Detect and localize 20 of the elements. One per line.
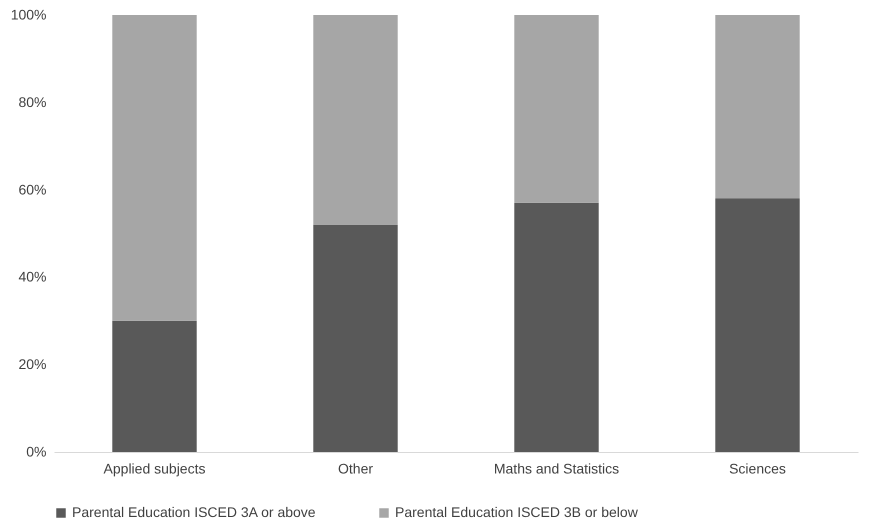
bar <box>313 224 398 452</box>
y-tick-label: 0% <box>26 444 46 460</box>
x-tick-label: Other <box>338 460 374 476</box>
x-tick-label: Maths and Statistics <box>494 460 620 476</box>
y-tick-label: 20% <box>18 356 46 372</box>
x-tick-label: Sciences <box>729 460 786 476</box>
bar <box>514 202 599 452</box>
bar <box>715 15 800 199</box>
bar <box>313 15 398 225</box>
y-tick-label: 60% <box>18 181 46 198</box>
bar <box>715 198 800 452</box>
bar <box>112 15 197 321</box>
legend-label: Parental Education ISCED 3B or below <box>395 504 639 520</box>
legend-label: Parental Education ISCED 3A or above <box>72 504 316 520</box>
y-tick-label: 40% <box>18 268 46 285</box>
bar <box>112 320 197 452</box>
y-tick-label: 100% <box>10 6 46 22</box>
y-tick-label: 80% <box>18 94 46 110</box>
x-tick-label: Applied subjects <box>104 460 206 476</box>
bar <box>514 15 599 203</box>
